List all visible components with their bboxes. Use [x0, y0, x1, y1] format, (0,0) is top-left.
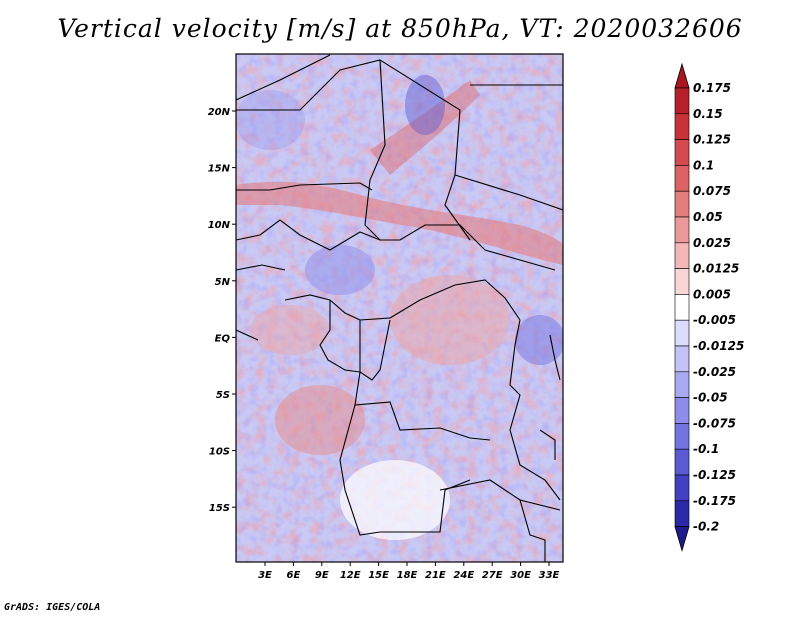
- colorbar-segment: [674, 474, 690, 502]
- colorbar-label: 0.005: [693, 287, 731, 301]
- lon-tick-label: 3E: [258, 570, 272, 581]
- colorbar-label: 0.075: [693, 184, 731, 198]
- colorbar-label: 0.15: [693, 107, 723, 121]
- lon-tick-label: 9E: [315, 570, 329, 581]
- lon-tick-label: 18E: [397, 570, 418, 581]
- latitude-axis: 20N 15N 10N 5N EQ 5S 10S 15S: [208, 107, 236, 514]
- colorbar-segment: [674, 423, 690, 450]
- colorbar-segment: [674, 397, 690, 424]
- colorbar-segment: [674, 500, 690, 527]
- colorbar-label: -0.05: [693, 391, 728, 405]
- colorbar-label: 0.025: [693, 236, 731, 250]
- colorbar-segment: [674, 345, 690, 373]
- lat-tick-label: 10S: [209, 447, 230, 458]
- colorbar-segment: [674, 216, 690, 244]
- map-frame: [235, 53, 564, 563]
- colorbar-segment: [674, 448, 690, 476]
- colorbar-segment: [674, 371, 690, 398]
- colorbar-label: -0.175: [693, 494, 736, 508]
- lat-tick-label: EQ: [215, 333, 231, 344]
- colorbar-max-triangle: [674, 62, 690, 89]
- colorbar-label: -0.075: [693, 416, 736, 430]
- colorbar-label: -0.005: [693, 313, 736, 327]
- colorbar-label: -0.2: [693, 520, 719, 534]
- lon-tick-label: 21E: [425, 570, 446, 581]
- colorbar-label: -0.1: [693, 442, 719, 456]
- colorbar-segment: [674, 268, 690, 295]
- colorbar-label: -0.0125: [693, 339, 744, 353]
- lon-tick-label: 24E: [453, 570, 474, 581]
- colorbar-label: -0.025: [693, 365, 736, 379]
- colorbar-segment: [674, 113, 690, 140]
- colorbar-segment: [674, 294, 690, 321]
- colorbar-label: 0.1: [693, 158, 714, 172]
- lat-tick-label: 5N: [215, 277, 231, 288]
- colorbar-label: 0.125: [693, 133, 731, 147]
- lat-tick-label: 15S: [209, 503, 230, 514]
- lon-tick-label: 33E: [539, 570, 560, 581]
- chart-title: Vertical velocity [m/s] at 850hPa, VT: 2…: [57, 14, 743, 43]
- country-borders: [236, 54, 563, 562]
- colorbar-segment: [674, 190, 690, 218]
- colorbar-label: 0.175: [693, 81, 731, 95]
- lat-tick-label: 15N: [208, 164, 231, 175]
- colorbar-segment: [674, 242, 690, 269]
- lon-tick-label: 15E: [368, 570, 389, 581]
- lon-tick-label: 30E: [510, 570, 531, 581]
- colorbar: 0.175 0.15 0.125 0.1 0.075 0.05 0.025 0.0125 0.0…: [674, 62, 744, 553]
- lon-tick-label: 6E: [287, 570, 301, 581]
- colorbar-min-triangle: [674, 526, 690, 553]
- grads-credit: GrADS: IGES/COLA: [4, 602, 101, 613]
- colorbar-segment: [674, 87, 690, 115]
- velocity-field: [236, 54, 563, 562]
- lon-tick-label: 27E: [482, 570, 503, 581]
- longitude-axis: 3E 6E 9E 12E 15E 18E 21E 24E 27E 30E 33E: [258, 562, 560, 581]
- colorbar-segment: [674, 139, 690, 166]
- colorbar-segment: [674, 165, 690, 192]
- lon-tick-label: 12E: [340, 570, 361, 581]
- colorbar-segment: [674, 319, 690, 347]
- colorbar-label: -0.125: [693, 468, 736, 482]
- lat-tick-label: 10N: [208, 220, 231, 231]
- colorbar-label: 0.0125: [693, 262, 739, 276]
- lat-tick-label: 5S: [216, 390, 230, 401]
- lat-tick-label: 20N: [208, 107, 231, 118]
- colorbar-label: 0.05: [693, 210, 723, 224]
